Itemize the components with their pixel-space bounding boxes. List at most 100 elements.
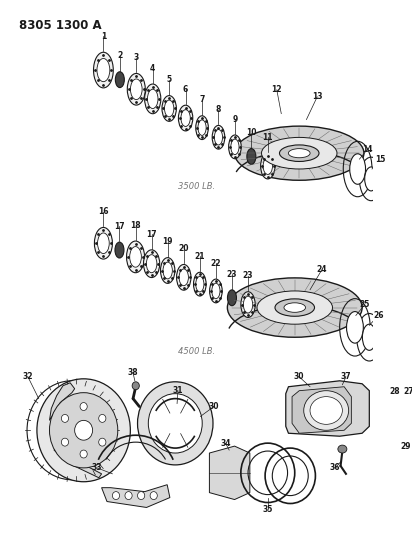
- Polygon shape: [377, 403, 389, 423]
- Ellipse shape: [275, 299, 314, 316]
- Ellipse shape: [177, 264, 191, 290]
- Ellipse shape: [194, 272, 206, 296]
- Text: 8305 1300 A: 8305 1300 A: [19, 19, 102, 31]
- Text: 11: 11: [262, 133, 273, 142]
- Text: 24: 24: [316, 265, 327, 274]
- Ellipse shape: [243, 296, 253, 313]
- Text: 5: 5: [166, 75, 172, 84]
- Ellipse shape: [98, 233, 109, 254]
- Text: 37: 37: [341, 373, 351, 381]
- Ellipse shape: [162, 95, 176, 122]
- Ellipse shape: [229, 135, 241, 159]
- Ellipse shape: [227, 290, 236, 306]
- Ellipse shape: [164, 100, 174, 117]
- Text: 4500 LB.: 4500 LB.: [178, 347, 215, 356]
- Ellipse shape: [99, 438, 106, 446]
- Polygon shape: [54, 446, 102, 478]
- Text: 26: 26: [373, 311, 384, 320]
- Text: 13: 13: [312, 92, 323, 101]
- Text: 9: 9: [232, 115, 238, 124]
- Text: 15: 15: [375, 155, 385, 164]
- Text: 12: 12: [272, 85, 282, 94]
- Polygon shape: [49, 383, 75, 421]
- Ellipse shape: [304, 391, 349, 430]
- Ellipse shape: [365, 167, 377, 191]
- Ellipse shape: [61, 438, 68, 446]
- Ellipse shape: [99, 415, 106, 422]
- Ellipse shape: [279, 145, 319, 161]
- Text: 33: 33: [92, 463, 102, 472]
- Ellipse shape: [231, 139, 239, 155]
- Polygon shape: [102, 484, 170, 507]
- Text: 38: 38: [128, 368, 138, 377]
- Text: 21: 21: [194, 252, 205, 261]
- Text: 16: 16: [98, 207, 109, 216]
- Ellipse shape: [148, 394, 202, 453]
- Ellipse shape: [247, 149, 256, 164]
- Text: 10: 10: [246, 128, 257, 137]
- Text: 7: 7: [199, 95, 205, 104]
- Ellipse shape: [131, 79, 142, 100]
- Polygon shape: [286, 381, 369, 436]
- Ellipse shape: [210, 279, 222, 303]
- Ellipse shape: [179, 269, 188, 286]
- Text: 2: 2: [117, 51, 122, 60]
- Ellipse shape: [163, 262, 172, 279]
- Ellipse shape: [138, 491, 145, 499]
- Ellipse shape: [126, 241, 145, 273]
- Ellipse shape: [143, 250, 160, 278]
- Text: 17: 17: [114, 222, 125, 231]
- Text: 31: 31: [173, 386, 183, 395]
- Ellipse shape: [212, 125, 225, 149]
- Ellipse shape: [97, 59, 110, 82]
- Ellipse shape: [263, 158, 272, 174]
- Ellipse shape: [178, 105, 193, 131]
- Polygon shape: [375, 443, 398, 462]
- Ellipse shape: [49, 393, 118, 468]
- Ellipse shape: [363, 324, 376, 350]
- Text: 3: 3: [133, 53, 139, 62]
- Ellipse shape: [61, 415, 68, 422]
- Text: 23: 23: [227, 270, 237, 279]
- Polygon shape: [376, 397, 391, 429]
- Ellipse shape: [338, 445, 347, 453]
- Text: 4: 4: [150, 63, 155, 72]
- Ellipse shape: [161, 257, 175, 284]
- Ellipse shape: [75, 421, 93, 440]
- Text: 6: 6: [183, 85, 188, 94]
- Ellipse shape: [346, 312, 363, 343]
- Ellipse shape: [115, 72, 124, 87]
- Ellipse shape: [284, 303, 306, 312]
- Text: 20: 20: [178, 244, 189, 253]
- Ellipse shape: [212, 283, 220, 298]
- Text: 35: 35: [262, 505, 273, 514]
- Ellipse shape: [257, 291, 332, 324]
- Ellipse shape: [241, 292, 255, 318]
- Text: 34: 34: [220, 439, 231, 448]
- Ellipse shape: [147, 89, 158, 109]
- Ellipse shape: [288, 149, 310, 158]
- Ellipse shape: [146, 255, 157, 273]
- Text: 29: 29: [400, 442, 410, 450]
- Ellipse shape: [234, 126, 364, 180]
- Ellipse shape: [115, 242, 124, 258]
- Text: 30: 30: [208, 402, 219, 411]
- Text: 18: 18: [130, 221, 141, 230]
- Ellipse shape: [94, 52, 113, 88]
- Ellipse shape: [80, 450, 87, 458]
- Ellipse shape: [94, 228, 112, 259]
- Ellipse shape: [310, 397, 342, 424]
- Text: 23: 23: [243, 271, 253, 280]
- Text: 1: 1: [101, 32, 106, 41]
- Text: 36: 36: [330, 463, 340, 472]
- Ellipse shape: [112, 491, 119, 499]
- Ellipse shape: [198, 120, 206, 135]
- Ellipse shape: [80, 402, 87, 410]
- Text: 19: 19: [162, 237, 173, 246]
- Ellipse shape: [150, 491, 157, 499]
- Ellipse shape: [37, 379, 130, 482]
- Ellipse shape: [125, 491, 132, 499]
- Text: 25: 25: [360, 300, 370, 309]
- Text: 30: 30: [294, 373, 304, 381]
- Ellipse shape: [262, 138, 337, 169]
